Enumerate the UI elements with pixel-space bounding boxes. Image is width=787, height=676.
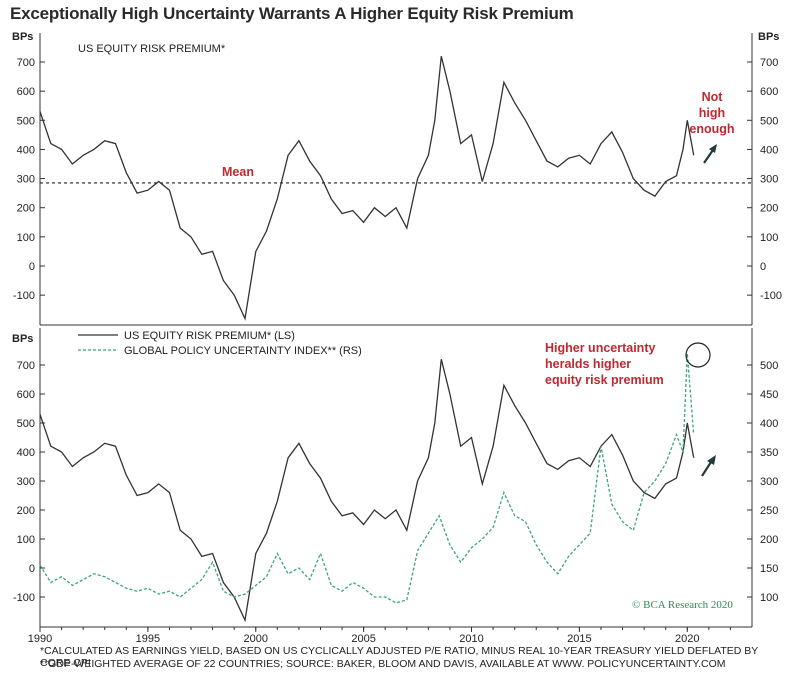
y-tick-label-right: 100 — [760, 232, 778, 244]
arrow-up-top — [703, 149, 714, 164]
arrow-head-bottom — [707, 455, 716, 465]
x-tick-label: 1995 — [136, 633, 160, 645]
y-tick-label-right: 450 — [760, 389, 778, 401]
annotation-top-line: enough — [689, 122, 734, 136]
bottom-panel: BPs -100 0 100 200 300 400 500 600 700 100 150 200 25… — [12, 328, 778, 645]
y-tick-label-left: 100 — [17, 534, 35, 546]
top-panel: BPs BPs US EQUITY RISK PREMIUM* -100 -100 0 0 1… — [12, 31, 782, 326]
y-tick-label-left: 500 — [17, 418, 35, 430]
y-tick-label-right: 500 — [760, 115, 778, 127]
y-tick-label-right: 350 — [760, 447, 778, 459]
y-tick-label-right: 250 — [760, 505, 778, 517]
x-tick-label: 2020 — [675, 633, 699, 645]
y-tick-label-right: 100 — [760, 592, 778, 604]
y-tick-label-right: 300 — [760, 476, 778, 488]
annotation-top-line: Not — [702, 90, 724, 104]
credit-text: © BCA Research 2020 — [632, 599, 733, 611]
y-tick-label-left: 500 — [17, 115, 35, 127]
y-tick-label-left: 0 — [29, 563, 35, 575]
highlight-circle — [685, 342, 711, 368]
y-tick-label-left: 0 — [29, 261, 35, 273]
erp-line-bottom — [39, 359, 695, 623]
chart-title: Exceptionally High Uncertainty Warrants … — [10, 4, 574, 23]
y-tick-label-left: 200 — [17, 505, 35, 517]
y-tick-label-right: 300 — [760, 174, 778, 186]
y-tick-label-left: 600 — [17, 86, 35, 98]
x-tick-label: 1990 — [28, 633, 52, 645]
arrow-up-bottom — [701, 461, 712, 477]
y-tick-label-right: 600 — [760, 86, 778, 98]
y-tick-label-right: 700 — [760, 57, 778, 69]
annotation-bottom-line: Higher uncertainty — [545, 341, 655, 355]
y-axis-label-left: BPs — [12, 31, 33, 43]
annotation-bottom-line: equity risk premium — [545, 373, 664, 387]
y-tick-label-right: 500 — [760, 360, 778, 372]
y-tick-label-left: -100 — [13, 592, 35, 604]
annotations: Not high enough Higher uncertainty heralds h… — [545, 90, 735, 611]
arrow-head-top — [709, 144, 717, 153]
y-tick-label-left: 300 — [17, 476, 35, 488]
y-axis-label-right: BPs — [758, 31, 779, 43]
y-tick-label-right: 400 — [760, 418, 778, 430]
y-tick-label-left: 200 — [17, 203, 35, 215]
y-tick-label-left: 400 — [17, 144, 35, 156]
y-tick-label-left: 700 — [17, 57, 35, 69]
y-tick-label-left: 300 — [17, 174, 35, 186]
x-tick-label: 2015 — [567, 633, 591, 645]
y-tick-label-left: 600 — [17, 389, 35, 401]
annotation-top-line: high — [699, 106, 725, 120]
y-tick-label-left: -100 — [13, 290, 35, 302]
legend-label-epu: GLOBAL POLICY UNCERTAINTY INDEX** (RS) — [124, 345, 362, 357]
x-tick-label: 2010 — [459, 633, 483, 645]
annotation-bottom-line: heralds higher — [545, 357, 631, 371]
mean-label: Mean — [222, 165, 254, 179]
legend-label-erp: US EQUITY RISK PREMIUM* (LS) — [124, 330, 295, 342]
x-tick-label: 2000 — [244, 633, 268, 645]
y-tick-label-right: 0 — [760, 261, 766, 273]
y-tick-label-left: 400 — [17, 447, 35, 459]
panel-title: US EQUITY RISK PREMIUM* — [78, 43, 226, 55]
footnote-2: **GDP-WEIGHTED AVERAGE OF 22 COUNTRIES; … — [40, 658, 726, 670]
x-tick-label: 2005 — [351, 633, 375, 645]
y-tick-label-right: -100 — [760, 290, 782, 302]
erp-line-top — [39, 56, 695, 321]
epu-line — [39, 353, 695, 604]
y-tick-label-right: 400 — [760, 144, 778, 156]
y-axis-label-left: BPs — [12, 333, 33, 345]
y-tick-label-left: 700 — [17, 360, 35, 372]
y-tick-label-right: 200 — [760, 203, 778, 215]
y-tick-label-right: 150 — [760, 563, 778, 575]
y-tick-label-right: 200 — [760, 534, 778, 546]
footnote-1: *CALCULATED AS EARNINGS YIELD, BASED ON … — [40, 645, 759, 669]
y-tick-label-left: 100 — [17, 232, 35, 244]
